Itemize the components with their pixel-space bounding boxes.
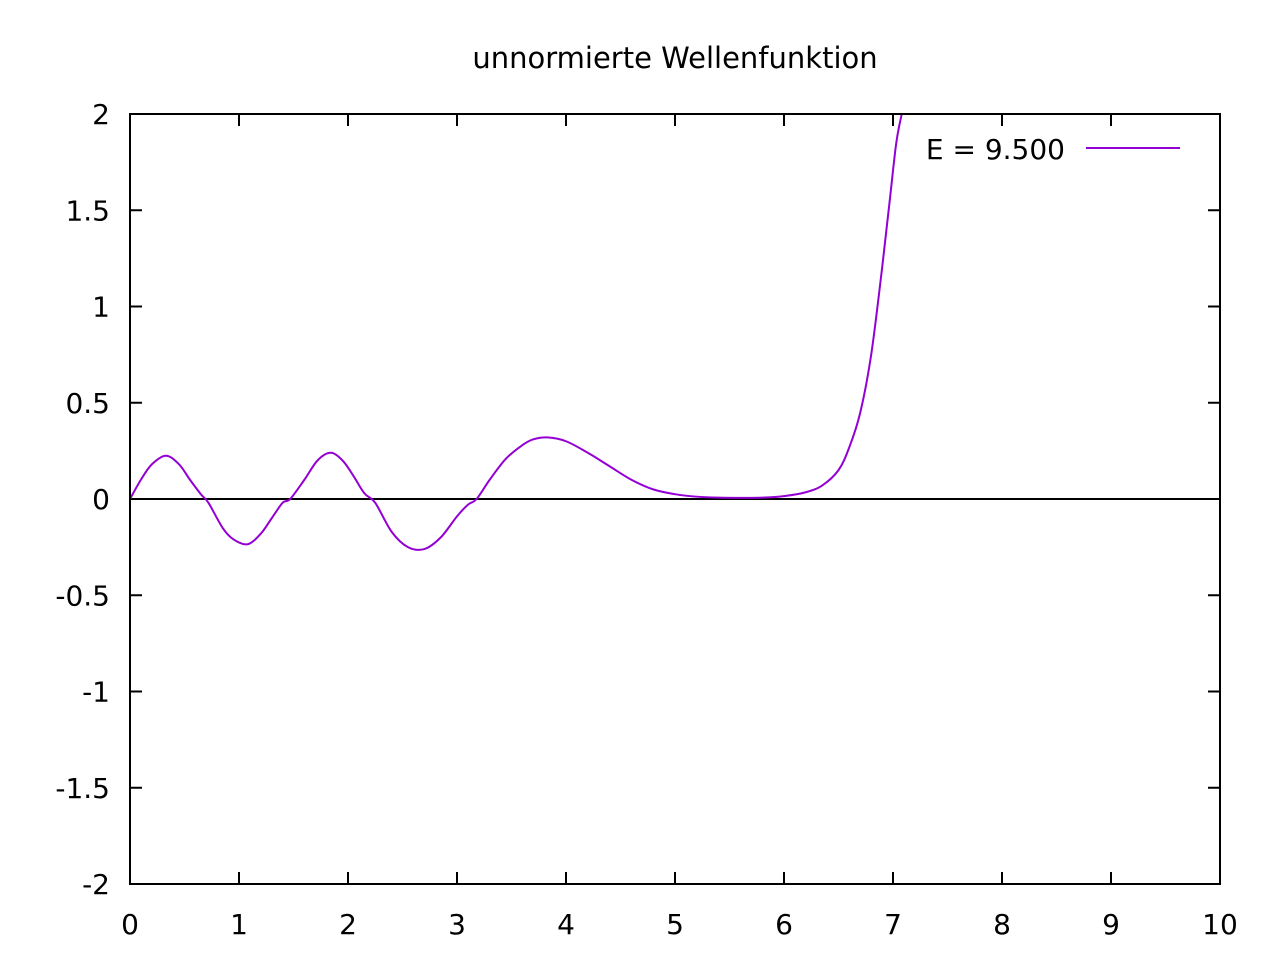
data-point	[521, 444, 524, 446]
data-point	[761, 496, 763, 499]
data-point	[888, 199, 891, 202]
data-point	[423, 548, 426, 550]
x-tick-label: 5	[666, 908, 684, 941]
y-tick-label: -0.5	[55, 579, 110, 612]
data-point	[341, 459, 344, 462]
data-point	[881, 267, 883, 269]
data-point	[270, 517, 273, 520]
data-point	[895, 142, 898, 144]
data-point	[140, 478, 142, 481]
y-tick-label: -2	[82, 868, 110, 901]
y-tick-label: 1.5	[65, 194, 110, 227]
y-tick-label: -1.5	[55, 772, 110, 805]
x-tick-label: 8	[993, 908, 1011, 941]
data-point	[674, 493, 676, 495]
data-point	[363, 492, 366, 495]
data-point	[316, 459, 319, 462]
data-point	[374, 502, 377, 504]
data-point	[587, 452, 589, 454]
x-tick-label: 2	[339, 908, 357, 941]
data-point	[246, 543, 249, 546]
data-points	[129, 113, 903, 550]
data-point	[532, 438, 535, 441]
data-point	[565, 440, 567, 443]
data-point	[488, 478, 491, 481]
legend: E = 9.500	[926, 133, 1180, 166]
data-point	[329, 452, 332, 454]
y-tick-label: 1	[92, 291, 110, 324]
data-point	[783, 495, 785, 497]
legend-label: E = 9.500	[926, 133, 1065, 166]
x-tick-label: 4	[557, 908, 575, 941]
data-point	[870, 353, 872, 356]
x-tick-label: 3	[448, 908, 466, 941]
data-point	[821, 484, 823, 487]
data-point	[281, 502, 284, 504]
data-point	[475, 498, 478, 500]
data-point	[407, 546, 409, 548]
data-point	[352, 475, 355, 477]
data-point	[546, 436, 549, 439]
y-tick-label: 0.5	[65, 387, 110, 420]
data-point	[207, 502, 210, 504]
x-tick-label: 10	[1202, 908, 1238, 941]
tick-labels: 0 1 2 3 4 5 6 7 8 9 10 -2 -1.5 -1 -0.5 0 0.5 1 1.5 2	[55, 98, 1237, 941]
data-point	[848, 446, 851, 448]
data-point	[717, 496, 720, 499]
data-point	[165, 454, 167, 457]
chart-title: unnormierte Wellenfunktion	[472, 41, 877, 75]
x-tick-label: 9	[1102, 908, 1120, 941]
data-point	[189, 478, 191, 481]
data-point	[390, 530, 393, 533]
data-point	[151, 463, 153, 466]
data-point	[178, 463, 180, 466]
data-point	[859, 411, 862, 414]
data-point	[200, 493, 202, 495]
data-point	[608, 465, 611, 468]
data-point	[696, 495, 698, 498]
y-tick-label: 0	[92, 483, 110, 516]
y-tick-label: 2	[92, 98, 110, 131]
data-point	[221, 527, 224, 529]
plot-frame	[129, 113, 1221, 885]
data-point	[456, 515, 458, 518]
x-tick-label: 7	[884, 908, 902, 941]
data-point	[739, 497, 742, 499]
x-tick-label: 1	[230, 908, 248, 941]
data-point	[652, 488, 654, 491]
data-point	[232, 538, 235, 541]
data-point	[289, 498, 292, 500]
data-point	[837, 469, 840, 471]
data-point	[303, 478, 306, 481]
x-tick-label: 6	[775, 908, 793, 941]
data-point	[805, 491, 807, 494]
y-tick-label: -1	[82, 676, 110, 709]
data-point	[505, 457, 507, 460]
x-tick-label: 0	[121, 908, 139, 941]
data-point	[260, 532, 262, 535]
data-point	[630, 478, 633, 481]
data-point	[467, 503, 469, 506]
data-point	[439, 536, 442, 539]
